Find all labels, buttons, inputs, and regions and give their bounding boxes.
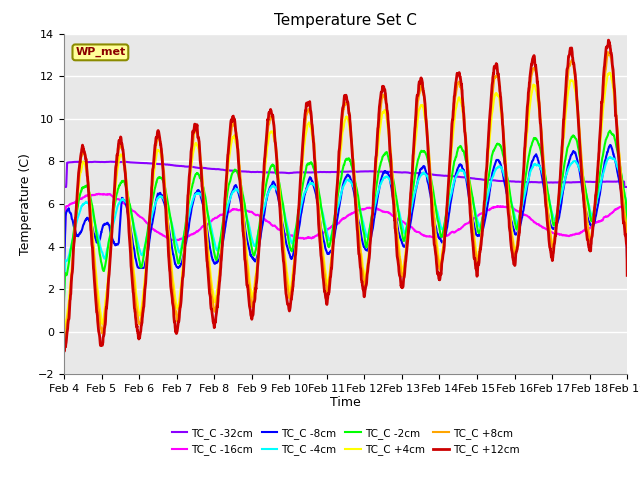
TC_C -8cm [606, 142, 614, 148]
TC_C +4cm [606, 70, 614, 75]
TC_C -8cm [573, 157, 581, 163]
TC_C -32cm [374, 169, 382, 175]
TC_C +8cm [623, 256, 631, 262]
TC_C -2cm [606, 128, 614, 133]
TC_C +8cm [574, 102, 582, 108]
TC_C +12cm [60, 342, 68, 348]
TC_C -16cm [95, 191, 103, 197]
TC_C -2cm [60, 299, 68, 305]
TC_C +8cm [604, 49, 612, 55]
Title: Temperature Set C: Temperature Set C [274, 13, 417, 28]
TC_C -2cm [623, 252, 631, 258]
TC_C -4cm [374, 189, 382, 195]
Line: TC_C -4cm: TC_C -4cm [64, 157, 627, 296]
TC_C -32cm [509, 179, 517, 184]
TC_C +4cm [60, 326, 68, 332]
TC_C +8cm [218, 251, 225, 257]
TC_C -2cm [217, 232, 225, 238]
TC_C -16cm [60, 244, 68, 250]
TC_C +8cm [60, 334, 68, 340]
Line: TC_C +12cm: TC_C +12cm [64, 40, 627, 351]
TC_C +8cm [509, 245, 517, 251]
TC_C -16cm [218, 212, 225, 218]
TC_C -4cm [509, 207, 517, 213]
Line: TC_C -8cm: TC_C -8cm [64, 145, 627, 268]
Line: TC_C -32cm: TC_C -32cm [64, 162, 627, 187]
TC_C -16cm [362, 205, 370, 211]
TC_C -32cm [574, 180, 582, 185]
Legend: TC_C -32cm, TC_C -16cm, TC_C -8cm, TC_C -4cm, TC_C -2cm, TC_C +4cm, TC_C +8cm, T: TC_C -32cm, TC_C -16cm, TC_C -8cm, TC_C … [168, 424, 524, 459]
TC_C +12cm [605, 37, 612, 43]
TC_C -8cm [362, 247, 370, 253]
TC_C -32cm [623, 184, 631, 190]
Line: TC_C +4cm: TC_C +4cm [64, 72, 627, 329]
TC_C +8cm [362, 277, 370, 283]
TC_C -8cm [509, 225, 517, 230]
TC_C -32cm [362, 168, 370, 174]
TC_C +12cm [362, 283, 370, 288]
TC_C -4cm [589, 213, 597, 219]
TC_C +4cm [60, 326, 68, 332]
TC_C +12cm [218, 257, 225, 263]
TC_C +8cm [589, 220, 597, 226]
TC_C +12cm [374, 121, 382, 127]
TC_C +4cm [623, 267, 631, 273]
TC_C -8cm [623, 264, 631, 269]
TC_C -4cm [362, 231, 370, 237]
TC_C -32cm [218, 167, 225, 172]
TC_C -8cm [374, 192, 382, 198]
TC_C -16cm [623, 244, 631, 250]
X-axis label: Time: Time [330, 396, 361, 408]
TC_C -4cm [623, 252, 631, 258]
TC_C -16cm [589, 221, 597, 227]
TC_C +12cm [60, 348, 68, 354]
TC_C +4cm [362, 271, 370, 277]
TC_C -2cm [362, 243, 370, 249]
TC_C +12cm [574, 107, 582, 112]
TC_C +12cm [509, 258, 517, 264]
TC_C -32cm [107, 159, 115, 165]
Line: TC_C +8cm: TC_C +8cm [64, 52, 627, 341]
TC_C -32cm [589, 179, 597, 185]
TC_C +4cm [218, 248, 225, 253]
TC_C -4cm [60, 293, 68, 299]
Line: TC_C -16cm: TC_C -16cm [64, 194, 627, 247]
TC_C +4cm [574, 110, 582, 116]
TC_C -8cm [60, 265, 68, 271]
TC_C +8cm [61, 338, 68, 344]
TC_C +4cm [509, 240, 517, 246]
TC_C -32cm [60, 184, 68, 190]
TC_C -4cm [217, 233, 225, 239]
TC_C -2cm [589, 213, 597, 219]
TC_C +12cm [589, 222, 597, 228]
TC_C -2cm [573, 140, 581, 146]
Text: WP_met: WP_met [76, 47, 125, 58]
TC_C -16cm [374, 206, 382, 212]
TC_C -2cm [374, 172, 382, 178]
TC_C -16cm [509, 205, 517, 211]
Y-axis label: Temperature (C): Temperature (C) [19, 153, 32, 255]
TC_C +4cm [374, 141, 382, 147]
TC_C -8cm [217, 251, 225, 256]
TC_C -8cm [589, 224, 597, 230]
TC_C -4cm [573, 161, 581, 167]
TC_C -4cm [606, 154, 614, 160]
TC_C -2cm [509, 210, 517, 216]
TC_C -16cm [574, 231, 582, 237]
Line: TC_C -2cm: TC_C -2cm [64, 131, 627, 302]
TC_C +8cm [374, 130, 382, 135]
TC_C +12cm [623, 273, 631, 278]
TC_C +4cm [589, 218, 597, 224]
